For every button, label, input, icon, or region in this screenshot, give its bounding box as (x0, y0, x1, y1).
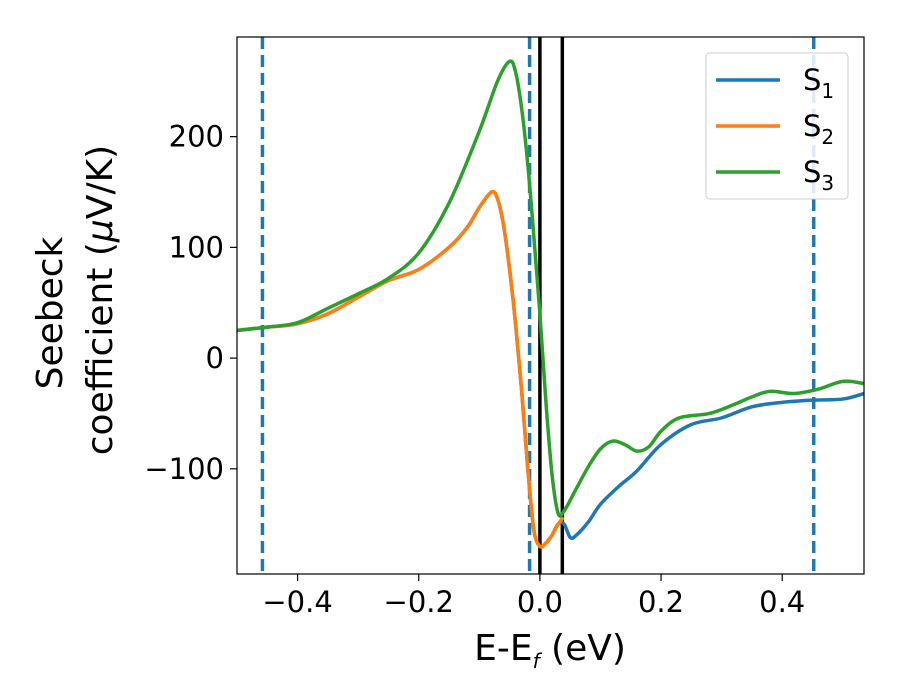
series-lines (237, 59, 864, 549)
series-line-s2 (237, 189, 565, 549)
x-tick-label: 0.2 (638, 585, 684, 619)
legend: S1 S2 S3 (705, 52, 849, 200)
y-tick-label: 100 (169, 230, 224, 264)
y-axis: −100 0 100 200 (144, 120, 237, 486)
y-tick-label: 200 (169, 120, 224, 154)
x-tick-label: −0.2 (384, 585, 454, 619)
x-axis: −0.4 −0.2 0.0 0.2 0.4 (262, 574, 805, 619)
legend-label-s2: S2 (803, 109, 834, 149)
legend-label-s1: S1 (803, 63, 834, 103)
x-tick-label: 0.4 (759, 585, 805, 619)
plot-frame (236, 36, 865, 575)
x-tick-label: 0.0 (517, 585, 563, 619)
y-axis-title-line1: Seebeck (30, 236, 71, 389)
y-axis-title-line2: coefficient (μV/K) (80, 145, 121, 455)
series-line-s1 (237, 189, 864, 549)
x-tick-label: −0.4 (262, 585, 332, 619)
series-line-s3 (237, 59, 864, 518)
y-tick-label: 0 (206, 341, 224, 375)
legend-label-s3: S3 (803, 155, 834, 195)
x-axis-title: E-Ef (eV) (474, 628, 626, 673)
y-tick-label: −100 (144, 452, 224, 486)
